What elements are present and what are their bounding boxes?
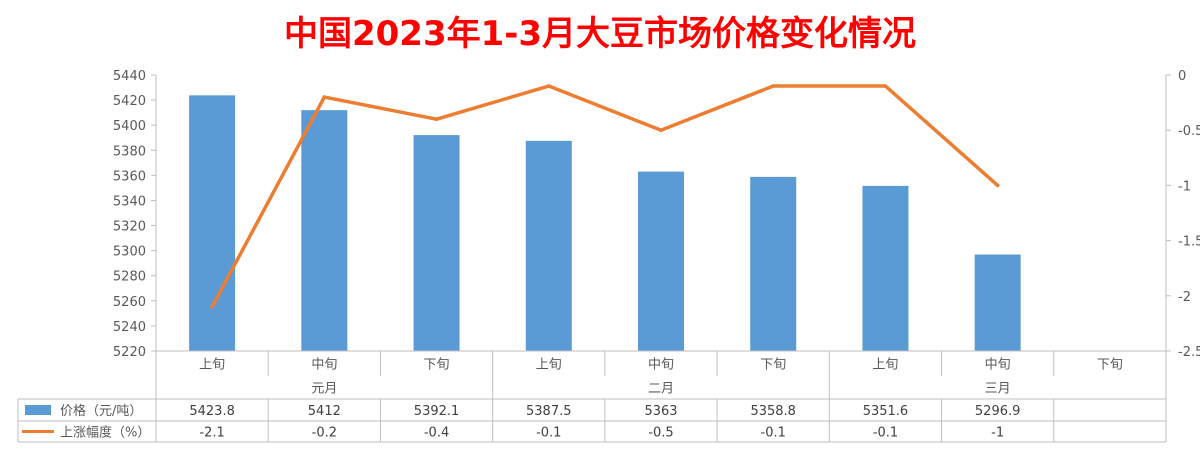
line-point xyxy=(995,183,1000,188)
bar xyxy=(750,176,797,351)
data-label: -0.2 xyxy=(312,426,337,441)
data-label: 5412 xyxy=(308,404,341,419)
legend-swatch-bar xyxy=(25,405,51,415)
data-label: 5392.1 xyxy=(414,404,460,419)
line-series xyxy=(210,84,1000,309)
y-right-tick-label: -0.5 xyxy=(1178,124,1200,139)
data-label: -2.1 xyxy=(199,426,224,441)
legend-label: 上涨幅度（%） xyxy=(60,425,150,441)
line-point xyxy=(434,117,439,121)
bar xyxy=(974,254,1021,351)
y-left-tick-label: 5440 xyxy=(113,69,146,84)
y-axis-right: 0 -0.5 -1 -1.5 -2 -2.5 xyxy=(1165,69,1200,360)
data-label: -0.1 xyxy=(761,426,786,441)
x-tick-label: 中旬 xyxy=(648,358,674,373)
y-right-tick-label: -1 xyxy=(1178,179,1191,194)
legend-label: 价格（元/吨） xyxy=(60,403,142,419)
data-label: 5351.6 xyxy=(863,404,909,419)
bar xyxy=(862,185,909,351)
x-tick-label: 中旬 xyxy=(311,358,337,373)
y-right-tick-label: 0 xyxy=(1178,69,1186,84)
bar xyxy=(413,135,460,351)
x-tick-label: 下旬 xyxy=(1097,358,1123,373)
y-right-tick-label: -2 xyxy=(1178,290,1191,305)
line-point xyxy=(771,84,776,88)
chart-title: 中国2023年1-3月大豆市场价格变化情况 xyxy=(284,14,916,54)
data-label: -0.1 xyxy=(536,426,561,441)
data-label: 5296.9 xyxy=(975,404,1021,419)
data-label: 5363 xyxy=(644,404,677,419)
data-label: -0.4 xyxy=(424,426,449,441)
y-left-tick-label: 5360 xyxy=(113,169,146,184)
y-right-tick-label: -2.5 xyxy=(1178,345,1200,360)
bar xyxy=(189,95,236,351)
x-tick-label: 上旬 xyxy=(536,358,562,373)
x-tick-label: 下旬 xyxy=(424,358,450,373)
y-left-tick-label: 5400 xyxy=(113,119,146,134)
y-left-tick-label: 5240 xyxy=(113,320,146,335)
x-group-label: 二月 xyxy=(648,382,674,397)
data-label: 5423.8 xyxy=(189,404,235,419)
data-label: 5387.5 xyxy=(526,404,572,419)
y-axis-left: 5220 5240 5260 5280 5300 5320 5340 5360 5380 5400… xyxy=(113,69,157,360)
bar xyxy=(525,140,572,351)
x-group-label: 三月 xyxy=(985,382,1011,397)
line-point xyxy=(210,305,214,309)
bar xyxy=(637,171,685,351)
bar-series xyxy=(189,95,1021,351)
line-point xyxy=(322,95,327,99)
bar xyxy=(301,110,348,351)
x-tick-label: 上旬 xyxy=(199,358,225,373)
data-label: -0.5 xyxy=(648,426,673,441)
x-tick-label: 上旬 xyxy=(872,358,898,373)
y-left-tick-label: 5340 xyxy=(113,194,146,209)
data-label: -1 xyxy=(991,426,1004,441)
y-left-tick-label: 5320 xyxy=(113,220,146,235)
y-left-tick-label: 5300 xyxy=(113,245,146,260)
y-left-tick-label: 5380 xyxy=(113,144,146,159)
x-tick-label: 中旬 xyxy=(985,358,1011,373)
data-label: 5358.8 xyxy=(750,404,796,419)
data-label: -0.1 xyxy=(873,426,898,441)
line-series-path xyxy=(210,84,1000,309)
line-point xyxy=(546,84,551,88)
line-point xyxy=(883,84,888,88)
y-left-tick-label: 5260 xyxy=(113,295,146,310)
y-right-tick-label: -1.5 xyxy=(1178,235,1200,250)
x-tick-label: 下旬 xyxy=(760,358,786,373)
y-left-tick-label: 5420 xyxy=(113,94,146,109)
y-left-tick-label: 5220 xyxy=(113,345,146,360)
x-group-label: 元月 xyxy=(311,382,337,397)
line-point xyxy=(659,128,663,132)
y-left-tick-label: 5280 xyxy=(113,270,146,285)
